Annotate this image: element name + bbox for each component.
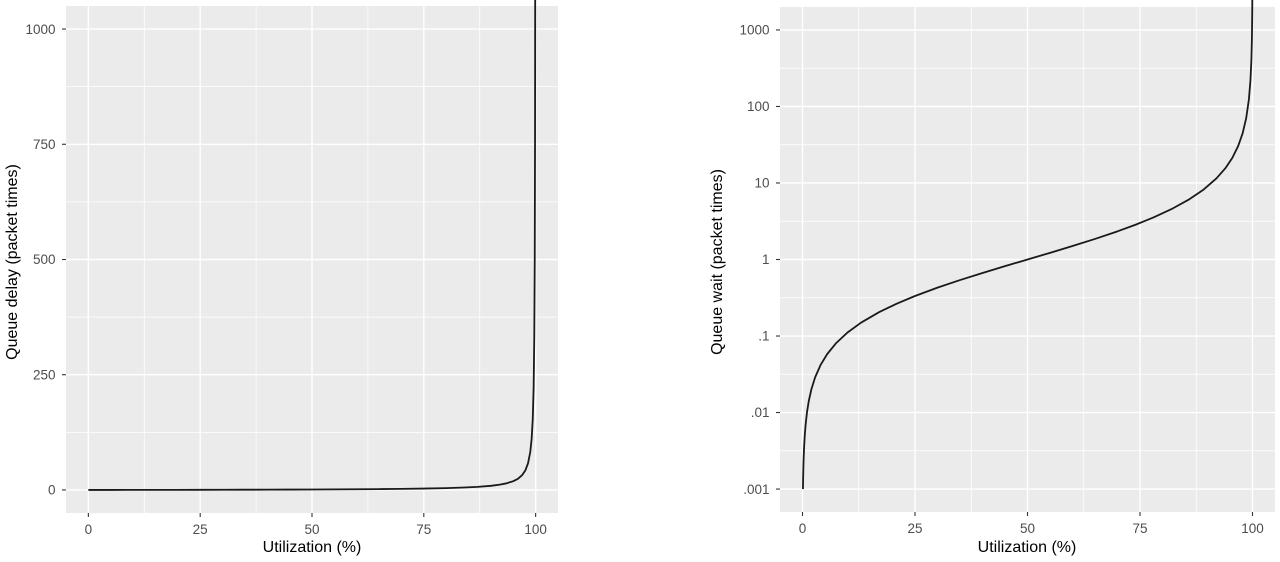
y-tick-label: 100 [747, 99, 770, 114]
x-tick-label: 75 [416, 522, 431, 537]
x-tick-label: 0 [85, 522, 93, 537]
y-tick-label: 0 [48, 483, 56, 498]
y-tick-label: 750 [33, 137, 56, 152]
left-y-axis-title: Queue delay (packet times) [4, 164, 21, 360]
x-tick-label: 75 [1132, 521, 1147, 536]
queue-delay-curve [88, 0, 537, 491]
x-tick-label: 100 [524, 522, 547, 537]
y-tick-label: .01 [751, 405, 770, 420]
x-tick-label: 25 [907, 521, 922, 536]
y-tick-label: 1000 [739, 23, 769, 38]
y-tick-label: .1 [758, 329, 769, 344]
y-tick-label: 500 [33, 252, 56, 267]
right-y-axis-title: Queue wait (packet times) [709, 169, 726, 355]
x-tick-label: 50 [304, 522, 319, 537]
x-tick-label: 0 [799, 521, 807, 536]
y-tick-label: 1 [762, 252, 770, 267]
queue-wait-panel: 0 25 50 75 100 1000 100 10 1 .1 .01 .001 [739, 0, 1275, 536]
x-tick-label: 25 [193, 522, 208, 537]
y-tick-label: 250 [33, 367, 56, 382]
queue-wait-curve [802, 0, 1254, 490]
x-tick-label: 100 [1241, 521, 1264, 536]
y-tick-label: 10 [754, 176, 769, 191]
left-x-axis-title: Utilization (%) [263, 539, 362, 556]
y-tick-label: 1000 [25, 22, 55, 37]
right-x-axis-title: Utilization (%) [978, 539, 1077, 556]
x-tick-label: 50 [1020, 521, 1035, 536]
y-tick-label: .001 [743, 482, 769, 497]
